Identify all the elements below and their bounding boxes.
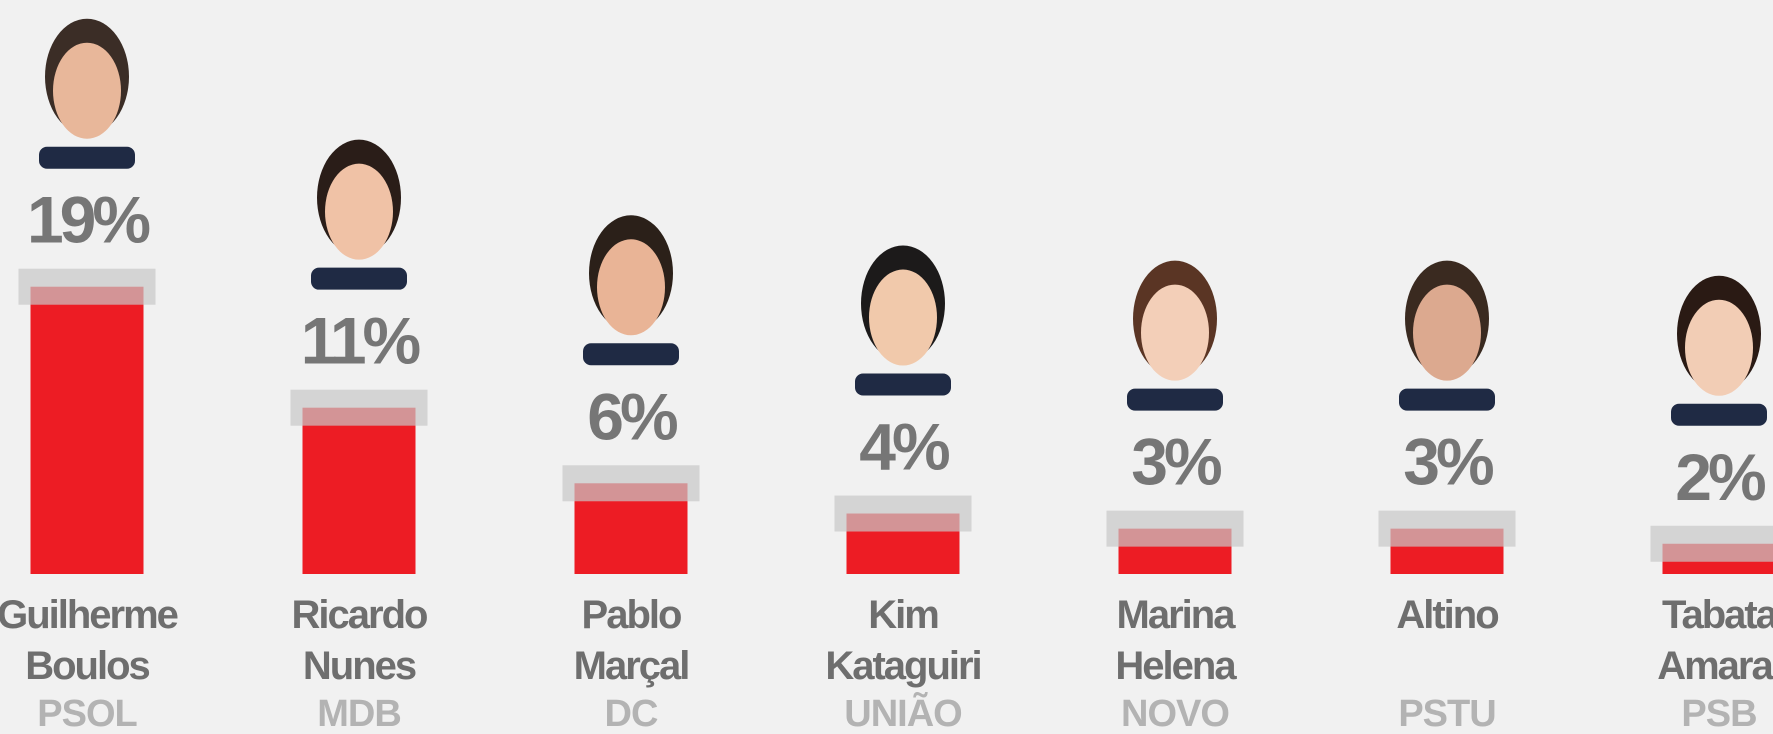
shoulders xyxy=(39,147,135,169)
bar-cap xyxy=(835,496,972,532)
shoulders xyxy=(1127,389,1223,411)
party-name: DC xyxy=(531,693,731,734)
shoulders xyxy=(583,343,679,365)
face xyxy=(597,239,665,335)
caricature xyxy=(1671,276,1767,426)
face xyxy=(325,164,393,260)
value-label: 11% xyxy=(301,304,420,378)
bar-cap xyxy=(1651,526,1773,562)
party-name: PSOL xyxy=(0,693,187,734)
candidate-name: Kim Kataguiri xyxy=(803,590,1003,692)
value-label: 3% xyxy=(1131,425,1221,499)
party-name: MDB xyxy=(259,693,459,734)
party-name: UNIÃO xyxy=(803,693,1003,734)
candidate-name: Ricardo Nunes xyxy=(259,590,459,692)
candidate-name: Altino xyxy=(1347,590,1547,641)
candidate-name: Marina Helena xyxy=(1075,590,1275,692)
candidate-name: Pablo Marçal xyxy=(531,590,731,692)
shoulders xyxy=(1671,404,1767,426)
face xyxy=(1413,285,1481,381)
shoulders xyxy=(1399,389,1495,411)
bar xyxy=(303,408,416,574)
party-name: NOVO xyxy=(1075,693,1275,734)
caricature xyxy=(311,140,407,290)
candidate-name: Tabata Amaral xyxy=(1619,590,1773,692)
value-label: 19% xyxy=(27,183,149,257)
shoulders xyxy=(855,374,951,396)
caricature xyxy=(583,215,679,365)
party-name: PSTU xyxy=(1347,693,1547,734)
caricature xyxy=(855,246,951,396)
bar-cap xyxy=(291,390,428,426)
face xyxy=(869,270,937,366)
value-label: 6% xyxy=(587,379,677,453)
bar xyxy=(31,287,144,574)
face xyxy=(1685,300,1753,396)
value-label: 3% xyxy=(1403,425,1493,499)
caricature xyxy=(1399,261,1495,411)
caricature xyxy=(1127,261,1223,411)
value-label: 4% xyxy=(859,410,949,484)
bar-cap xyxy=(1107,511,1244,547)
bar-cap xyxy=(563,465,700,501)
party-name: PSB xyxy=(1619,693,1773,734)
face xyxy=(1141,285,1209,381)
bar-cap xyxy=(1379,511,1516,547)
shoulders xyxy=(311,268,407,290)
candidate-name: Guilherme Boulos xyxy=(0,590,187,692)
caricature xyxy=(39,19,135,169)
face xyxy=(53,43,121,139)
infographic: 19% 11% 6% 4% 3% 3% 2% Guilherme BoulosPSOL Ric… xyxy=(0,0,1773,734)
value-label: 2% xyxy=(1675,440,1765,514)
bar-cap xyxy=(19,269,156,305)
